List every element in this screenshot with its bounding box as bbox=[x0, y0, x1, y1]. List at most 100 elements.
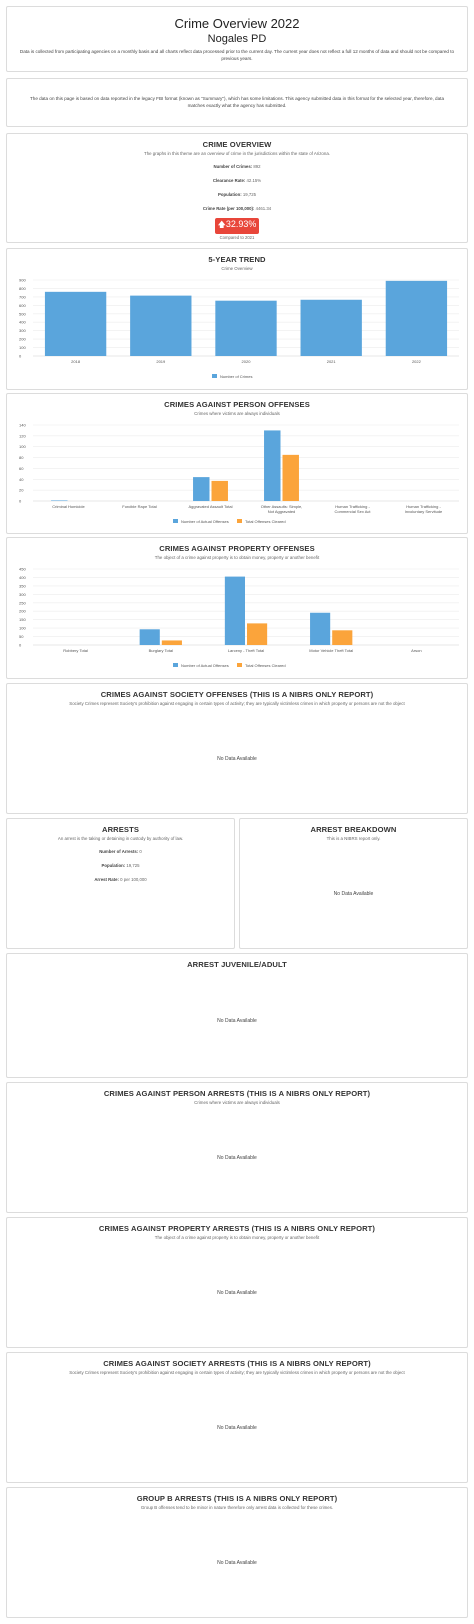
bar bbox=[310, 612, 331, 645]
section-subtitle: The object of a crime against property i… bbox=[154, 1235, 320, 1240]
change-badge: 🡅32.93% bbox=[214, 218, 260, 234]
compared-text: Compared to 2021 bbox=[219, 235, 255, 240]
section-title: ARREST JUVENILE/ADULT bbox=[187, 960, 287, 969]
arrests-count-label: Number of Arrests: bbox=[99, 849, 139, 854]
person-offenses-card: CRIMES AGAINST PERSON OFFENSES Crimes wh… bbox=[6, 393, 468, 534]
x-tick-label: 2019 bbox=[156, 359, 166, 364]
crime-overview-card: CRIME OVERVIEW The graphs in this theme … bbox=[6, 133, 468, 243]
section-title: CRIMES AGAINST SOCIETY OFFENSES (THIS IS… bbox=[100, 690, 374, 699]
crimes-label: Number of Crimes: bbox=[213, 164, 253, 169]
trend-card: 5-YEAR TREND Crime Overview 0 100 200 300 40… bbox=[6, 248, 468, 390]
arrow-up-icon: 🡅 bbox=[217, 220, 226, 229]
section-subtitle: Group B offenses tend to be minor in nat… bbox=[140, 1505, 334, 1510]
header-card: Crime Overview 2022 Nogales PD Data is c… bbox=[6, 6, 468, 72]
y-tick-label: 150 bbox=[19, 617, 26, 622]
chart-title: CRIMES AGAINST PROPERTY OFFENSES bbox=[159, 544, 315, 553]
bar bbox=[130, 295, 192, 356]
x-tick-label: Motor Vehicle Theft Total bbox=[309, 648, 353, 653]
person-arrests-card: CRIMES AGAINST PERSON ARRESTS (THIS IS A… bbox=[6, 1082, 468, 1213]
x-tick-label: Forcible Rape Total bbox=[122, 504, 157, 509]
arrests-count-value: 0 bbox=[139, 849, 142, 854]
y-tick-label: 20 bbox=[19, 488, 24, 493]
bar bbox=[300, 299, 362, 356]
arrests-card: ARRESTS An arrest is the taking or detai… bbox=[6, 818, 235, 949]
chart-title: CRIMES AGAINST PERSON OFFENSES bbox=[164, 400, 310, 409]
bar bbox=[332, 630, 353, 645]
arrests-population-value: 19,725 bbox=[126, 863, 140, 868]
y-tick-label: 140 bbox=[19, 423, 26, 428]
chart-subtitle: Crimes where victims are always individu… bbox=[194, 411, 280, 416]
y-tick-label: 60 bbox=[19, 466, 24, 471]
x-tick-label: Arson bbox=[411, 648, 421, 653]
y-tick-label: 500 bbox=[19, 311, 26, 316]
section-subtitle: Society Crimes represent Society's prohi… bbox=[69, 701, 405, 706]
y-tick-label: 200 bbox=[19, 609, 26, 614]
bar bbox=[385, 280, 448, 356]
no-data-text: No Data Available bbox=[217, 1018, 257, 1024]
y-tick-label: 0 bbox=[19, 354, 22, 359]
property-arrests-card: CRIMES AGAINST PROPERTY ARRESTS (THIS IS… bbox=[6, 1217, 468, 1348]
no-data-text: No Data Available bbox=[217, 1290, 257, 1296]
notice-card: The data on this page is based on data r… bbox=[6, 78, 468, 127]
arrest-rate-value: 0 per 100,000 bbox=[120, 877, 147, 882]
x-tick-label: Criminal Homicide bbox=[52, 504, 85, 509]
y-tick-label: 250 bbox=[19, 600, 26, 605]
y-tick-label: 50 bbox=[19, 634, 24, 639]
page-title: Crime Overview 2022 bbox=[174, 16, 300, 31]
y-tick-label: 100 bbox=[19, 345, 26, 350]
section-title: CRIMES AGAINST PERSON ARRESTS (THIS IS A… bbox=[103, 1089, 371, 1098]
y-tick-label: 900 bbox=[19, 278, 26, 283]
x-tick-label: Robbery Total bbox=[63, 648, 88, 653]
section-subtitle: Crimes where victims are always individu… bbox=[194, 1100, 280, 1105]
clearance-rate: Clearance Rate: 42.15% bbox=[7, 178, 467, 183]
arrests-population-label: Population: bbox=[101, 863, 126, 868]
x-tick-label: Burglary Total bbox=[149, 648, 173, 653]
arrest-breakdown-card: ARREST BREAKDOWN This is a NIBRS report … bbox=[239, 818, 468, 949]
chart-subtitle: Crime Overview bbox=[221, 266, 253, 271]
bar bbox=[211, 480, 228, 501]
population-label: Population: bbox=[218, 192, 242, 197]
bar bbox=[282, 454, 299, 501]
bar bbox=[264, 430, 281, 501]
y-tick-label: 300 bbox=[19, 592, 26, 597]
y-tick-label: 100 bbox=[19, 444, 26, 449]
no-data-text: No Data Available bbox=[217, 1155, 257, 1161]
change-value: 32.93% bbox=[225, 219, 257, 229]
bar bbox=[51, 500, 68, 501]
arrests-population: Population: 19,725 bbox=[7, 863, 234, 868]
crime-rate-label: Crime Rate (per 100,000): bbox=[202, 206, 255, 211]
legend-swatch bbox=[173, 663, 178, 667]
legend-label: Total Offenses Cleared bbox=[245, 519, 286, 524]
overview-subtitle: The graphs in this theme are an overview… bbox=[144, 151, 330, 156]
chart-subtitle: The object of a crime against property i… bbox=[154, 555, 320, 560]
x-tick-label: 2021 bbox=[327, 359, 337, 364]
bar bbox=[224, 576, 245, 645]
y-tick-label: 120 bbox=[19, 433, 26, 438]
y-tick-label: 0 bbox=[19, 499, 22, 504]
section-title: GROUP B ARRESTS (THIS IS A NIBRS ONLY RE… bbox=[136, 1494, 338, 1503]
legend-label: Number of Crimes bbox=[220, 374, 252, 379]
group-b-card: GROUP B ARRESTS (THIS IS A NIBRS ONLY RE… bbox=[6, 1487, 468, 1618]
crime-rate: Crime Rate (per 100,000): 4461.34 bbox=[7, 206, 467, 211]
notice-text: The data on this page is based on data r… bbox=[29, 96, 445, 108]
x-tick-label: 2018 bbox=[71, 359, 81, 364]
legend-label: Total Offenses Cleared bbox=[245, 663, 286, 668]
x-tick-label: Not Aggravated bbox=[268, 509, 296, 514]
y-tick-label: 400 bbox=[19, 575, 26, 580]
y-tick-label: 300 bbox=[19, 328, 26, 333]
crimes-value: 892 bbox=[253, 164, 261, 169]
legend-swatch bbox=[237, 663, 242, 667]
society-arrests-card: CRIMES AGAINST SOCIETY ARRESTS (THIS IS … bbox=[6, 1352, 468, 1483]
x-tick-label: 2020 bbox=[242, 359, 252, 364]
legend-label: Number of Actual Offenses bbox=[181, 663, 229, 668]
x-tick-label: Human Trafficking - bbox=[406, 504, 441, 509]
header-description: Data is collected from participating age… bbox=[19, 49, 455, 61]
trend-chart: 0 100 200 300 400 500 600 700 800 900 2018 2019 2020… bbox=[19, 278, 459, 379]
society-offenses-card: CRIMES AGAINST SOCIETY OFFENSES (THIS IS… bbox=[6, 683, 468, 814]
y-tick-label: 600 bbox=[19, 303, 26, 308]
bar bbox=[139, 629, 160, 645]
x-tick-label: Involuntary Servitude bbox=[405, 509, 443, 514]
bar bbox=[44, 291, 107, 356]
y-tick-label: 700 bbox=[19, 294, 26, 299]
y-tick-label: 40 bbox=[19, 477, 24, 482]
